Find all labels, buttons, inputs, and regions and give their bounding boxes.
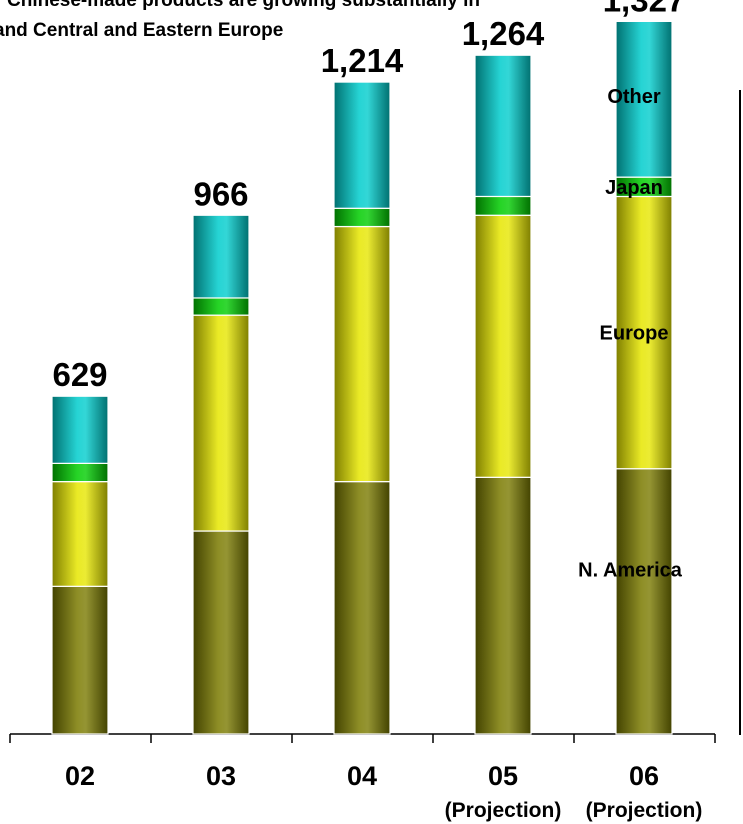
category-label-02: 02 xyxy=(65,761,95,791)
series-label-europe: Europe xyxy=(600,323,669,345)
bar-segment-other-06 xyxy=(615,20,673,178)
series-label-n-america: N. America xyxy=(578,560,683,582)
bar-segment-other-03 xyxy=(192,214,250,299)
bar-segment-n-america-06 xyxy=(615,468,673,735)
bar-segment-japan-03 xyxy=(192,297,250,316)
bars-group xyxy=(51,20,673,735)
bar-segment-other-04 xyxy=(333,81,391,209)
bar-segment-europe-06 xyxy=(615,195,673,470)
bar-segment-n-america-02 xyxy=(51,585,109,735)
bar-segment-n-america-04 xyxy=(333,481,391,735)
category-label-05: 05 xyxy=(488,761,518,791)
series-label-japan: Japan xyxy=(605,177,663,199)
bar-segment-other-02 xyxy=(51,395,109,464)
total-label-02: 629 xyxy=(52,356,107,393)
segment-labels-group: N. America Europe Japan Other xyxy=(578,86,683,581)
bar-segment-n-america-03 xyxy=(192,530,250,735)
total-label-04: 1,214 xyxy=(321,42,404,79)
series-label-other: Other xyxy=(607,86,661,108)
bar-segment-europe-03 xyxy=(192,314,250,532)
total-labels-group: 629 966 1,214 1,264 1,327 xyxy=(52,0,685,393)
bar-segment-japan-04 xyxy=(333,207,391,228)
chart-title-line-2: and Central and Eastern Europe xyxy=(0,20,283,41)
category-label-04: 04 xyxy=(347,761,377,791)
category-sublabel-05: (Projection) xyxy=(445,799,562,822)
total-label-06: 1,327 xyxy=(603,0,686,18)
category-labels-group: 02 03 04 05 (Projection) 06 (Projection) xyxy=(65,761,702,822)
bar-segment-europe-02 xyxy=(51,481,109,587)
category-sublabel-06: (Projection) xyxy=(586,799,703,822)
category-label-03: 03 xyxy=(206,761,236,791)
bar-segment-europe-04 xyxy=(333,225,391,483)
bar-segment-other-05 xyxy=(474,54,532,198)
total-label-05: 1,264 xyxy=(462,15,545,52)
bar-segment-europe-05 xyxy=(474,214,532,478)
x-axis xyxy=(9,733,716,743)
bar-segment-japan-02 xyxy=(51,462,109,483)
category-label-06: 06 xyxy=(629,761,659,791)
bar-segment-japan-05 xyxy=(474,195,532,216)
chart-title-line-1: r: Chinese-made products are growing sub… xyxy=(0,0,480,11)
bar-segment-n-america-05 xyxy=(474,476,532,735)
total-label-03: 966 xyxy=(193,175,248,212)
